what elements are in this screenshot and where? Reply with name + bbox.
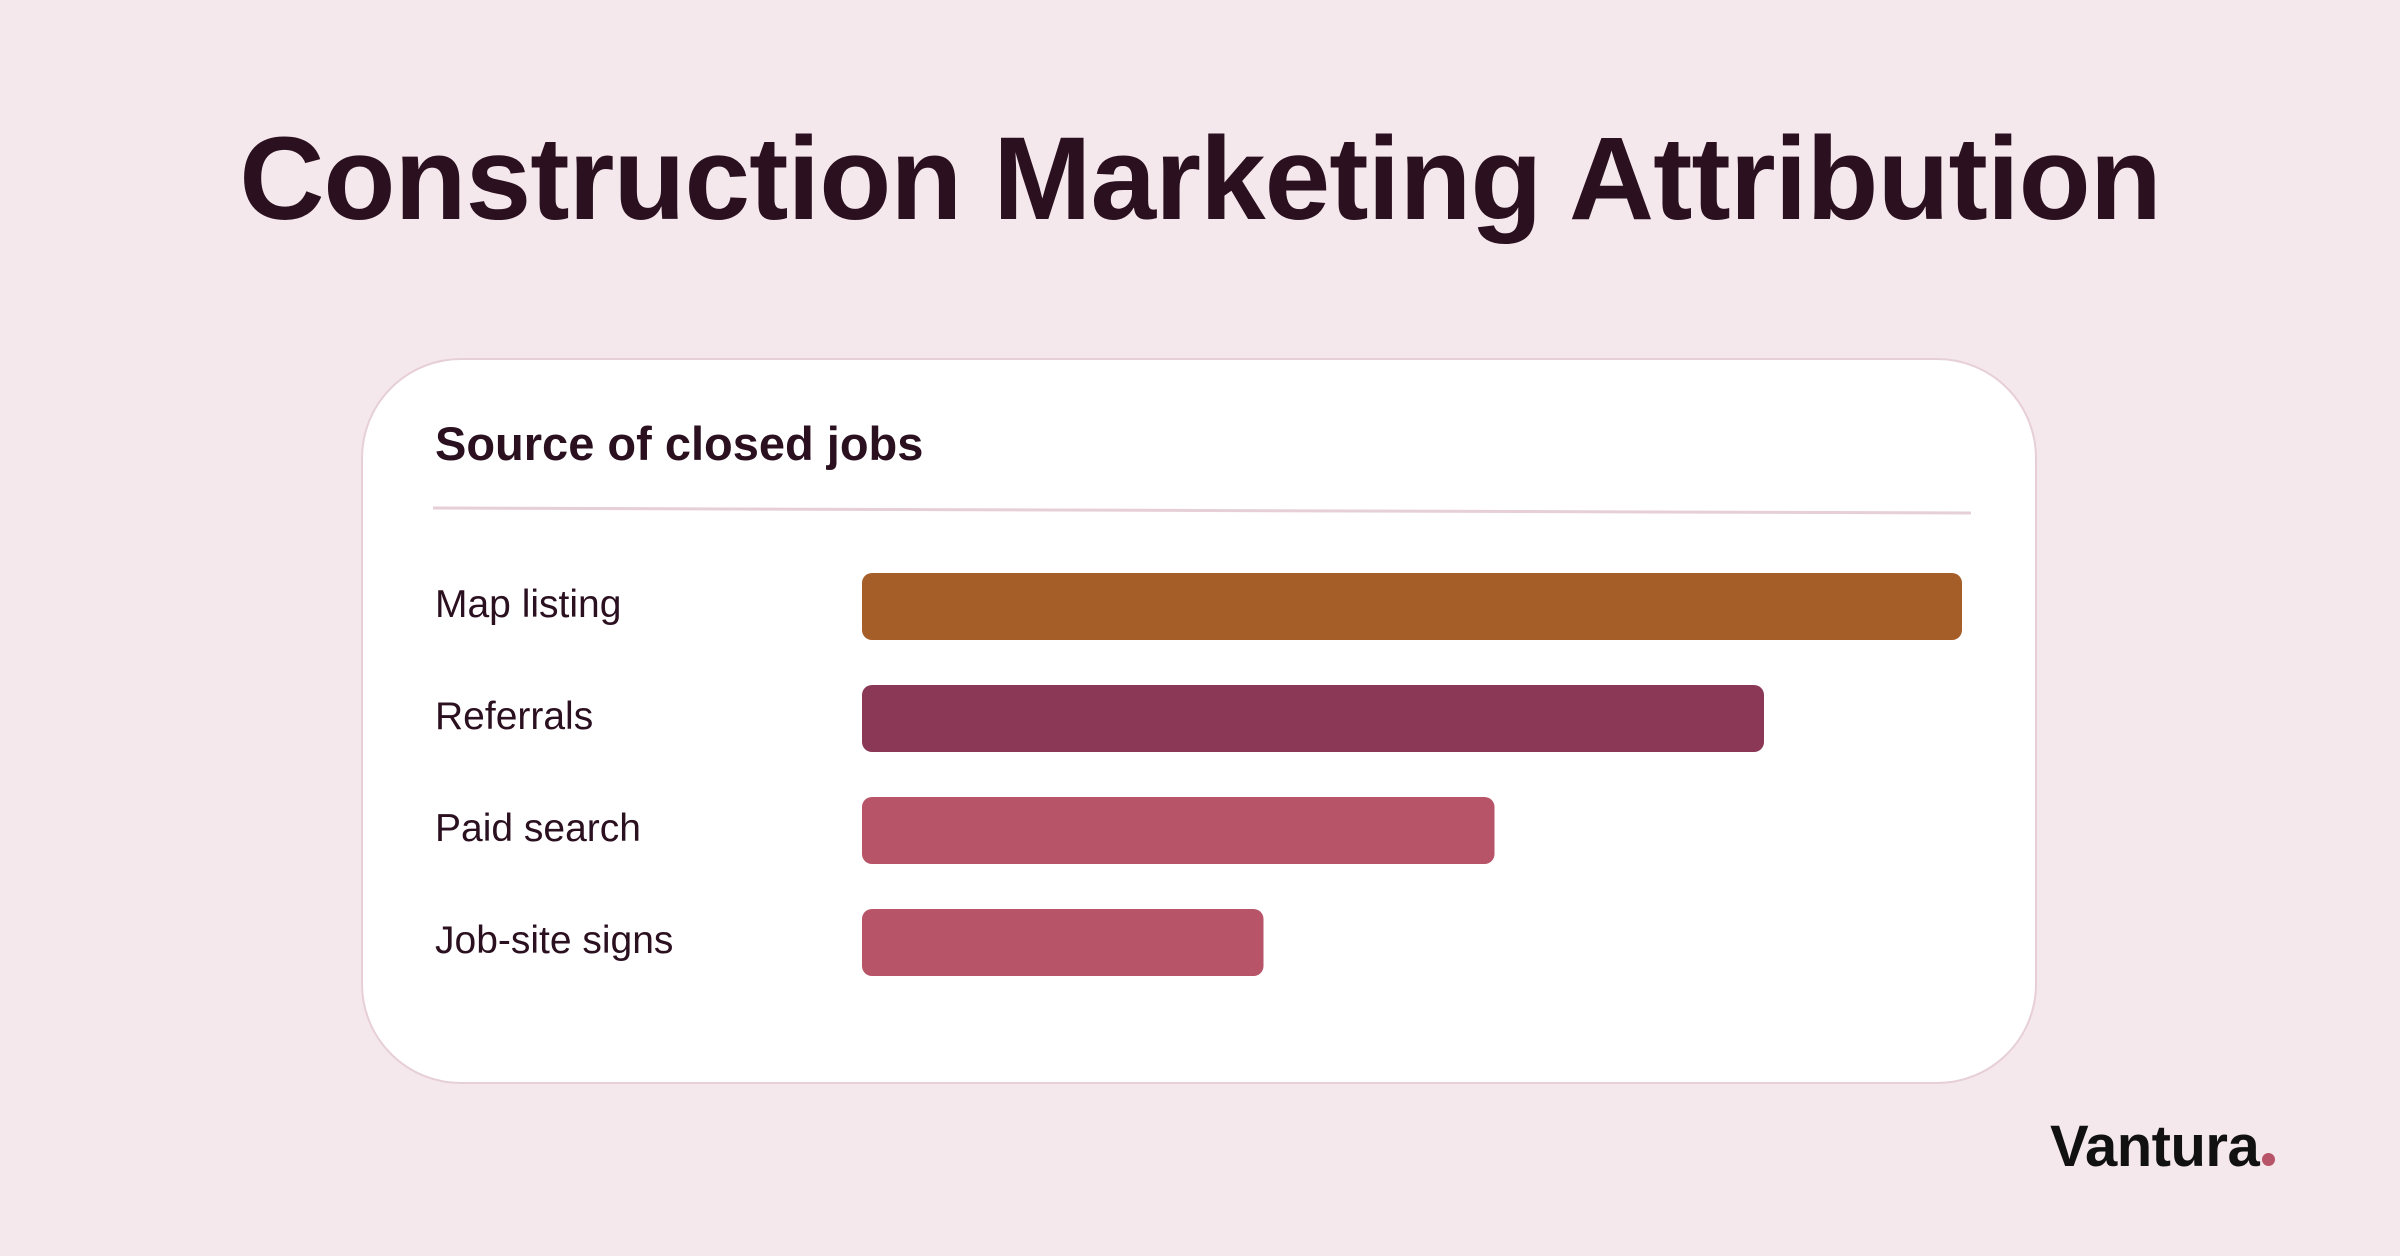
bar-1 (862, 685, 1764, 752)
page-title: Construction Marketing Attribution (239, 113, 2162, 245)
bar-label-3: Job-site signs (435, 919, 673, 962)
bar-label-0: Map listing (435, 583, 621, 626)
bar-label-2: Paid search (435, 807, 641, 850)
chart-card: Source of closed jobs Map listing Referra… (361, 358, 2037, 1084)
bar-chart: Map listing Referrals Paid search Job-site … (435, 573, 1962, 976)
bar-0 (862, 573, 1962, 640)
chart-title: Source of closed jobs (435, 417, 924, 470)
brand-dot-icon (2262, 1153, 2276, 1166)
brand-name: Vantura (2050, 1114, 2260, 1179)
bar-label-1: Referrals (435, 695, 593, 738)
chart-divider (432, 506, 1972, 515)
bar-2 (862, 797, 1495, 864)
bar-3 (862, 909, 1264, 976)
brand-logo: Vantura (2050, 1118, 2276, 1176)
